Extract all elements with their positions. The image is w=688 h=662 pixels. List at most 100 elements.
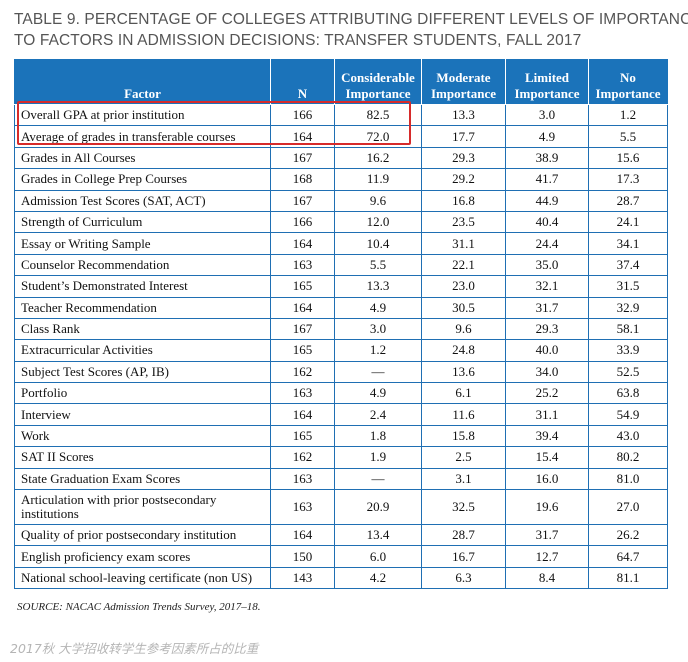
source-note: SOURCE: NACAC Admission Trends Survey, 2… <box>17 601 261 613</box>
considerable-cell: 12.0 <box>334 210 422 234</box>
n-cell: 162 <box>270 446 335 469</box>
factor-cell: Average of grades in transferable course… <box>14 125 271 148</box>
factor-cell: Counselor Recommendation <box>14 253 271 277</box>
no-importance-cell: 64.7 <box>588 545 668 568</box>
moderate-cell: 6.3 <box>421 566 506 590</box>
limited-cell: 32.1 <box>505 275 589 298</box>
table-row: Quality of prior postsecondary instituti… <box>14 524 668 547</box>
table-row: Articulation with prior postsecondary in… <box>14 489 668 526</box>
limited-cell: 41.7 <box>505 168 589 191</box>
no-importance-cell: 34.1 <box>588 232 668 255</box>
limited-cell: 3.0 <box>505 103 589 127</box>
considerable-cell: 10.4 <box>334 232 422 255</box>
header-considerable: Considerable Importance <box>334 59 422 105</box>
no-importance-cell: 63.8 <box>588 382 668 405</box>
n-cell: 166 <box>270 103 335 127</box>
considerable-cell: 11.9 <box>334 168 422 191</box>
factor-cell: Grades in All Courses <box>14 146 271 170</box>
table-row: Strength of Curriculum 166 12.0 23.5 40.4 24.… <box>14 210 668 234</box>
considerable-cell: 1.8 <box>334 424 422 448</box>
moderate-cell: 13.3 <box>421 103 506 127</box>
moderate-cell: 15.8 <box>421 424 506 448</box>
moderate-cell: 30.5 <box>421 296 506 319</box>
limited-cell: 38.9 <box>505 146 589 170</box>
factor-cell: Extracurricular Activities <box>14 339 271 362</box>
no-importance-cell: 1.2 <box>588 103 668 127</box>
table-row: Extracurricular Activities 165 1.2 24.8 40.0… <box>14 339 668 362</box>
moderate-cell: 16.7 <box>421 545 506 568</box>
factor-cell: SAT II Scores <box>14 446 271 469</box>
factor-cell: Class Rank <box>14 317 271 341</box>
table-row: Portfolio 163 4.9 6.1 25.2 63.8 <box>14 382 668 405</box>
header-no: No Importance <box>588 59 668 105</box>
limited-cell: 4.9 <box>505 125 589 148</box>
table-title-line1: TABLE 9. PERCENTAGE OF COLLEGES ATTRIBUT… <box>14 11 688 28</box>
image-caption: 2017秋 大学招收转学生参考因素所占的比重 <box>10 641 259 656</box>
no-importance-cell: 31.5 <box>588 275 668 298</box>
no-importance-cell: 54.9 <box>588 403 668 426</box>
limited-cell: 29.3 <box>505 317 589 341</box>
considerable-cell: 1.2 <box>334 339 422 362</box>
factor-cell: Work <box>14 424 271 448</box>
limited-cell: 19.6 <box>505 489 589 526</box>
table-row: Class Rank 167 3.0 9.6 29.3 58.1 <box>14 317 668 341</box>
n-cell: 168 <box>270 168 335 191</box>
table-row: SAT II Scores 162 1.9 2.5 15.4 80.2 <box>14 446 668 469</box>
moderate-cell: 16.8 <box>421 189 506 212</box>
table-row: Teacher Recommendation 164 4.9 30.5 31.7 32.9 <box>14 296 668 319</box>
no-importance-cell: 37.4 <box>588 253 668 277</box>
factor-cell: Portfolio <box>14 382 271 405</box>
factor-cell: Quality of prior postsecondary instituti… <box>14 524 271 547</box>
table-row: Admission Test Scores (SAT, ACT) 167 9.6 16… <box>14 189 668 212</box>
n-cell: 167 <box>270 189 335 212</box>
moderate-cell: 22.1 <box>421 253 506 277</box>
factor-cell: Strength of Curriculum <box>14 210 271 234</box>
considerable-cell: 13.3 <box>334 275 422 298</box>
n-cell: 163 <box>270 467 335 491</box>
considerable-cell: 9.6 <box>334 189 422 212</box>
considerable-cell: 1.9 <box>334 446 422 469</box>
factor-cell: Subject Test Scores (AP, IB) <box>14 360 271 384</box>
factor-cell: Grades in College Prep Courses <box>14 168 271 191</box>
limited-cell: 31.1 <box>505 403 589 426</box>
moderate-cell: 6.1 <box>421 382 506 405</box>
n-cell: 164 <box>270 232 335 255</box>
no-importance-cell: 15.6 <box>588 146 668 170</box>
limited-cell: 12.7 <box>505 545 589 568</box>
table-row: Subject Test Scores (AP, IB) 162—13.6 34.0… <box>14 360 668 384</box>
moderate-cell: 23.5 <box>421 210 506 234</box>
moderate-cell: 31.1 <box>421 232 506 255</box>
table-row: Work 165 1.8 15.8 39.4 43.0 <box>14 424 668 448</box>
moderate-cell: 32.5 <box>421 489 506 526</box>
limited-cell: 25.2 <box>505 382 589 405</box>
n-cell: 165 <box>270 339 335 362</box>
table-row: Grades in College Prep Courses 168 11.9 29.… <box>14 168 668 191</box>
considerable-cell: 4.2 <box>334 566 422 590</box>
moderate-cell: 17.7 <box>421 125 506 148</box>
n-cell: 167 <box>270 317 335 341</box>
considerable-cell: 4.9 <box>334 382 422 405</box>
table-title-line2: TO FACTORS IN ADMISSION DECISIONS: TRANS… <box>14 32 582 49</box>
table-row: Average of grades in transferable course… <box>14 125 668 148</box>
n-cell: 163 <box>270 253 335 277</box>
limited-cell: 44.9 <box>505 189 589 212</box>
table-row: Grades in All Courses 167 16.2 29.3 38.9 15.6 <box>14 146 668 170</box>
factor-cell: Teacher Recommendation <box>14 296 271 319</box>
factor-cell: Essay or Writing Sample <box>14 232 271 255</box>
factor-cell: Admission Test Scores (SAT, ACT) <box>14 189 271 212</box>
limited-cell: 31.7 <box>505 296 589 319</box>
moderate-cell: 11.6 <box>421 403 506 426</box>
considerable-cell: 16.2 <box>334 146 422 170</box>
factor-cell: English proficiency exam scores <box>14 545 271 568</box>
header-moderate: Moderate Importance <box>421 59 506 105</box>
moderate-cell: 9.6 <box>421 317 506 341</box>
n-cell: 150 <box>270 545 335 568</box>
limited-cell: 24.4 <box>505 232 589 255</box>
factor-cell: Student’s Demonstrated Interest <box>14 275 271 298</box>
no-importance-cell: 81.0 <box>588 467 668 491</box>
considerable-cell: 2.4 <box>334 403 422 426</box>
table-row: National school-leaving certificate (non… <box>14 566 668 590</box>
n-cell: 163 <box>270 489 335 526</box>
n-cell: 167 <box>270 146 335 170</box>
table-row: Overall GPA at prior institution 166 82.5 1… <box>14 103 668 127</box>
